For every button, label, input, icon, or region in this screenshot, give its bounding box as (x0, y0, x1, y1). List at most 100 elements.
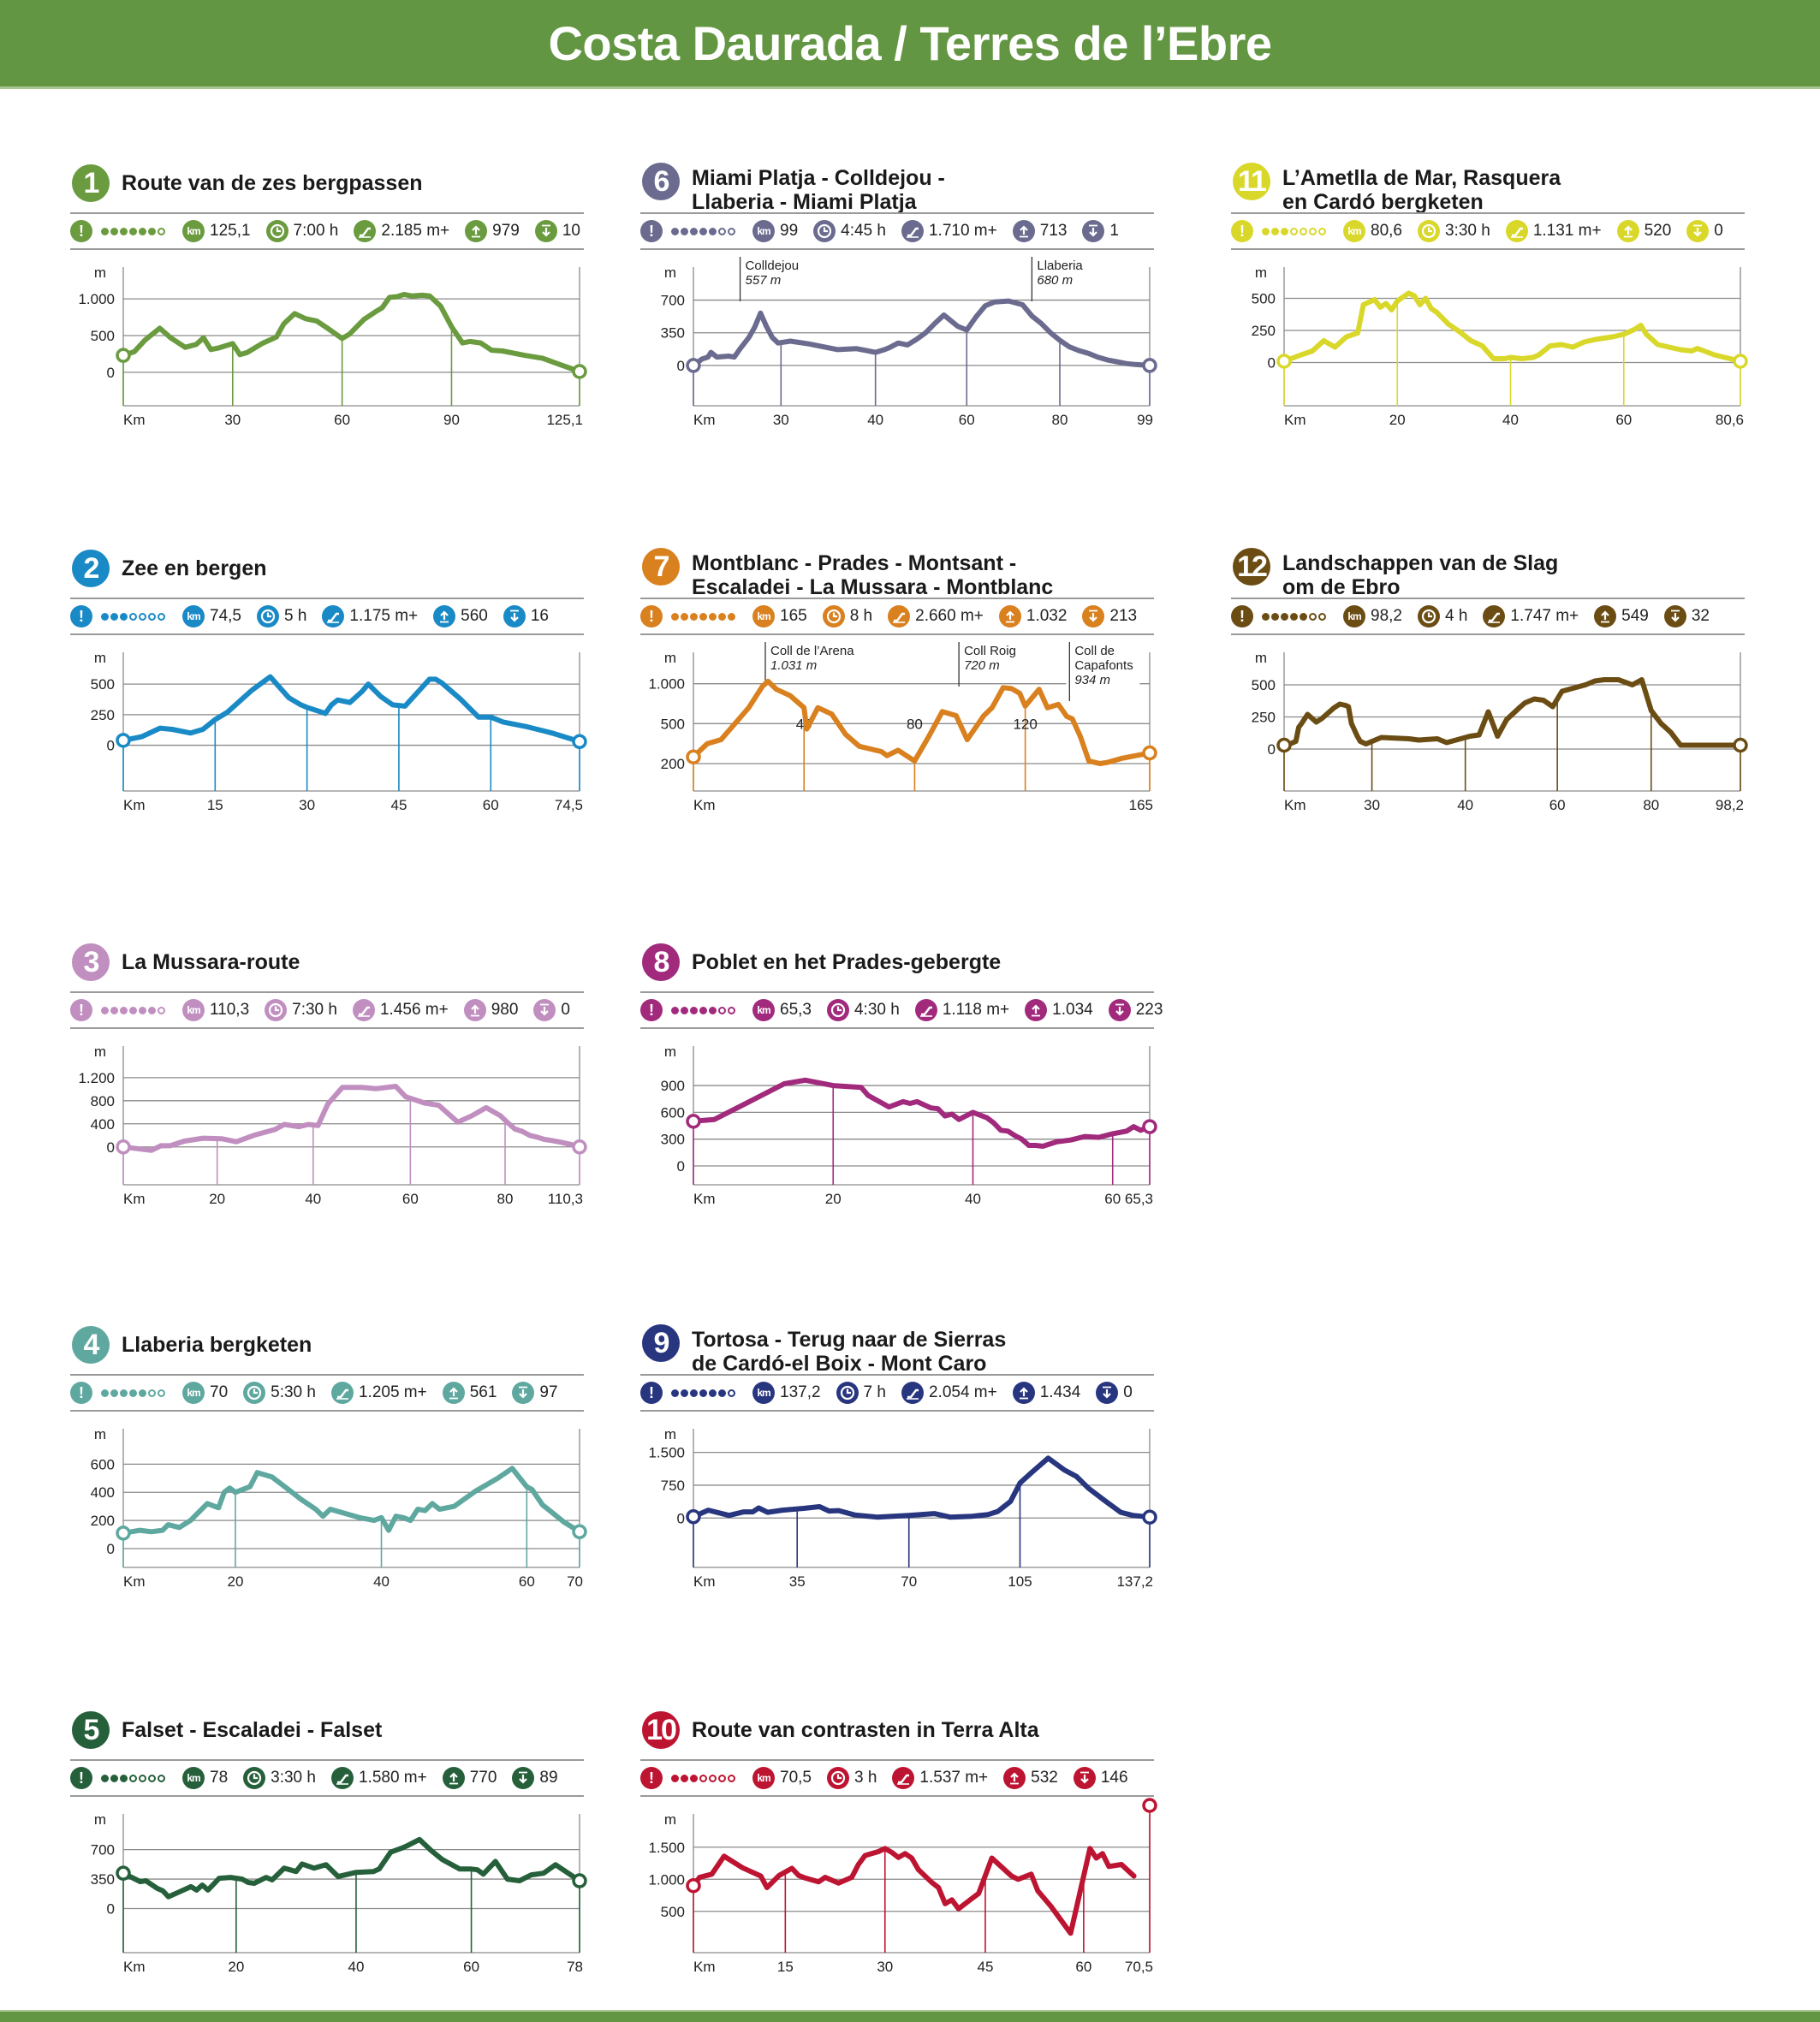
y-tick-label: 0 (677, 1158, 685, 1175)
stat-min-altitude: 213 (1082, 605, 1137, 627)
stat-distance: km 65,3 (752, 999, 812, 1021)
km-icon: km (182, 1382, 205, 1404)
arrow-down-icon (1073, 1767, 1096, 1789)
data-point (158, 1144, 163, 1148)
data-point (1407, 737, 1412, 740)
difficulty-dot-filled (681, 1006, 688, 1014)
stat-min-altitude: 97 (512, 1382, 558, 1404)
data-point (437, 1507, 442, 1511)
data-point (914, 337, 919, 342)
data-points (122, 1466, 581, 1535)
data-point (926, 734, 931, 739)
stat-time: 8 h (822, 605, 872, 627)
data-point (559, 363, 563, 367)
x-tick-label: 80 (907, 716, 923, 732)
difficulty-dot-filled (709, 227, 717, 235)
difficulty-dot-empty (139, 1774, 146, 1782)
route-number-badge: 11 (1233, 163, 1270, 200)
data-point (965, 328, 969, 332)
data-point (831, 1084, 836, 1088)
stat-difficulty: ! (640, 220, 749, 242)
elevation-profile-chart: m 0 250 500 Km 15 30 45 60 74,5 (91, 650, 587, 813)
data-point (188, 1519, 193, 1523)
data-point (1548, 344, 1552, 348)
data-point (1132, 1125, 1136, 1129)
difficulty-dot-empty (1309, 227, 1317, 235)
data-point (896, 341, 901, 345)
data-point (390, 703, 395, 707)
data-point (1131, 1514, 1135, 1518)
data-point (520, 1129, 525, 1133)
difficulty-dot-empty (1300, 227, 1307, 235)
route-header: 2 Zee en bergen (70, 546, 584, 604)
elevation-line (1282, 290, 1743, 364)
y-axis-label: m (94, 1426, 106, 1442)
route-stats-bar: ! km 70 5:30 h 1.205 m+ 561 97 (70, 1374, 584, 1412)
stat-min-altitude: 146 (1073, 1767, 1128, 1789)
clock-icon (243, 1767, 266, 1789)
data-point (433, 677, 437, 681)
difficulty-dot-filled (110, 227, 118, 235)
arrow-up-icon (1594, 605, 1617, 627)
data-point (235, 1139, 239, 1144)
data-point (1496, 734, 1500, 738)
climb-icon (354, 220, 377, 242)
climb-value: 1.580 m+ (358, 1769, 427, 1787)
data-point (715, 355, 719, 360)
data-point (1049, 1904, 1053, 1908)
data-point (908, 1101, 913, 1105)
arrow-up-icon (442, 1382, 465, 1404)
annotation-bg (736, 257, 811, 288)
data-point (395, 294, 399, 299)
stat-climb: 1.747 m+ (1483, 605, 1579, 627)
data-point (209, 348, 213, 352)
footer-bar (0, 2010, 1820, 2022)
data-point (1486, 710, 1490, 714)
min-altitude-value: 89 (539, 1769, 558, 1787)
data-point (1417, 738, 1421, 742)
route-title: Miami Platja - Colldejou - Llaberia - Mi… (692, 166, 945, 214)
arrow-up-icon (465, 220, 488, 242)
data-point (1454, 738, 1458, 742)
end-marker (572, 734, 587, 750)
arrow-down-icon (1663, 605, 1686, 627)
data-point (1119, 1510, 1123, 1514)
data-point (1621, 332, 1626, 336)
km-icon: km (752, 999, 775, 1021)
data-point (896, 748, 901, 752)
data-point (873, 350, 877, 354)
difficulty-dot-filled (671, 1389, 679, 1397)
data-point (1058, 338, 1062, 342)
y-tick-label: 200 (91, 1513, 115, 1529)
data-point (314, 318, 318, 323)
data-point (449, 324, 454, 329)
km-icon: km (182, 220, 205, 242)
annotation-elevation: 1.031 m (770, 658, 817, 673)
end-marker (572, 364, 587, 379)
x-axis-label: Km (693, 1959, 716, 1975)
difficulty-dot-filled (129, 1006, 137, 1014)
difficulty-dot-filled (129, 227, 137, 235)
route-header: 10 Route van contrasten in Terra Alta (640, 1708, 1154, 1766)
stat-max-altitude: 1.034 (1025, 999, 1093, 1021)
data-point (282, 322, 286, 326)
data-point (400, 1846, 404, 1850)
data-point (1075, 1903, 1080, 1907)
data-point (949, 1898, 954, 1902)
data-point (698, 1876, 702, 1879)
data-point (738, 347, 742, 351)
data-point (1435, 311, 1439, 314)
data-point (950, 1112, 955, 1116)
data-point (264, 1876, 268, 1880)
data-points (692, 1804, 1151, 1936)
elevation-line (121, 1084, 582, 1153)
km-icon: km (1343, 220, 1365, 242)
start-marker (1276, 354, 1292, 369)
difficulty-dot-filled (681, 1774, 688, 1782)
data-point (1306, 712, 1310, 717)
time-value: 3:30 h (271, 1769, 316, 1787)
arrow-up-icon (442, 1767, 465, 1789)
data-point (245, 350, 249, 354)
difficulty-dot-filled (1271, 612, 1279, 621)
stat-distance: km 98,2 (1343, 605, 1402, 627)
